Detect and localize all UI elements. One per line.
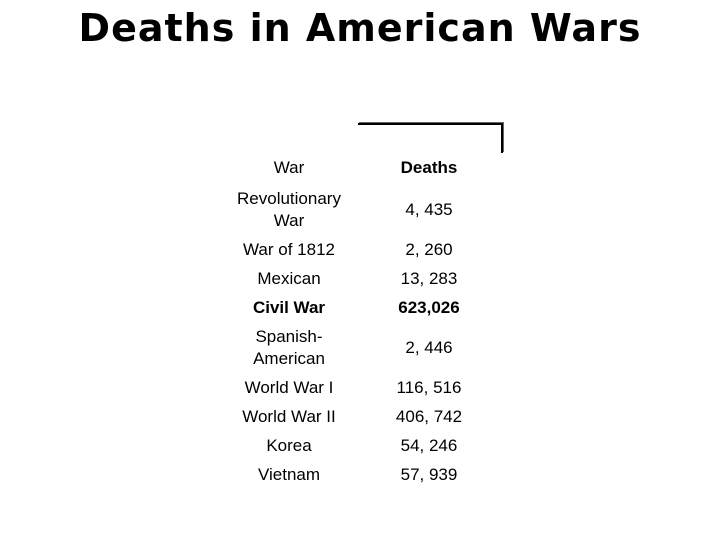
deaths-cell: 116, 516 — [396, 377, 462, 397]
deaths-cell: 2, 260 — [405, 239, 453, 259]
deaths-cell: 2, 446 — [405, 337, 453, 357]
war-name-cell: World War II — [242, 406, 336, 426]
deaths-cell: 406, 742 — [395, 406, 463, 426]
war-name-cell: Vietnam — [257, 464, 321, 484]
war-name-cell: World War I — [244, 377, 334, 397]
war-name-cell: Revolutionary War — [237, 188, 341, 230]
table-row: Revolutionary War 4, 435 — [219, 184, 499, 235]
table-row: Korea 54, 246 — [219, 431, 499, 460]
table-row: Spanish- American 2, 446 — [219, 322, 499, 373]
table-row: World War II 406, 742 — [219, 402, 499, 431]
table-row: Mexican 13, 283 — [219, 264, 499, 293]
table-header-row: War Deaths — [219, 152, 499, 184]
deaths-cell: 623,026 — [398, 297, 460, 317]
deaths-cell: 13, 283 — [400, 268, 458, 288]
war-name-cell: Korea — [266, 435, 312, 455]
table-row: World War I 116, 516 — [219, 373, 499, 402]
decorative-frame — [358, 123, 503, 153]
deaths-cell: 4, 435 — [405, 199, 453, 219]
war-name-cell: Mexican — [257, 268, 321, 288]
war-deaths-table: War Deaths Revolutionary War 4, 435 War o… — [219, 152, 499, 489]
header-war: War — [273, 158, 305, 177]
table-row: War of 1812 2, 260 — [219, 235, 499, 264]
header-deaths: Deaths — [400, 158, 458, 177]
war-name-cell: War of 1812 — [243, 239, 335, 259]
page-title: Deaths in American Wars — [78, 6, 642, 50]
table-row: Vietnam 57, 939 — [219, 460, 499, 489]
deaths-cell: 54, 246 — [400, 435, 458, 455]
war-name-cell: Spanish- American — [253, 326, 325, 368]
table-row-highlighted: Civil War 623,026 — [219, 293, 499, 322]
deaths-cell: 57, 939 — [400, 464, 458, 484]
war-name-cell: Civil War — [252, 297, 326, 317]
